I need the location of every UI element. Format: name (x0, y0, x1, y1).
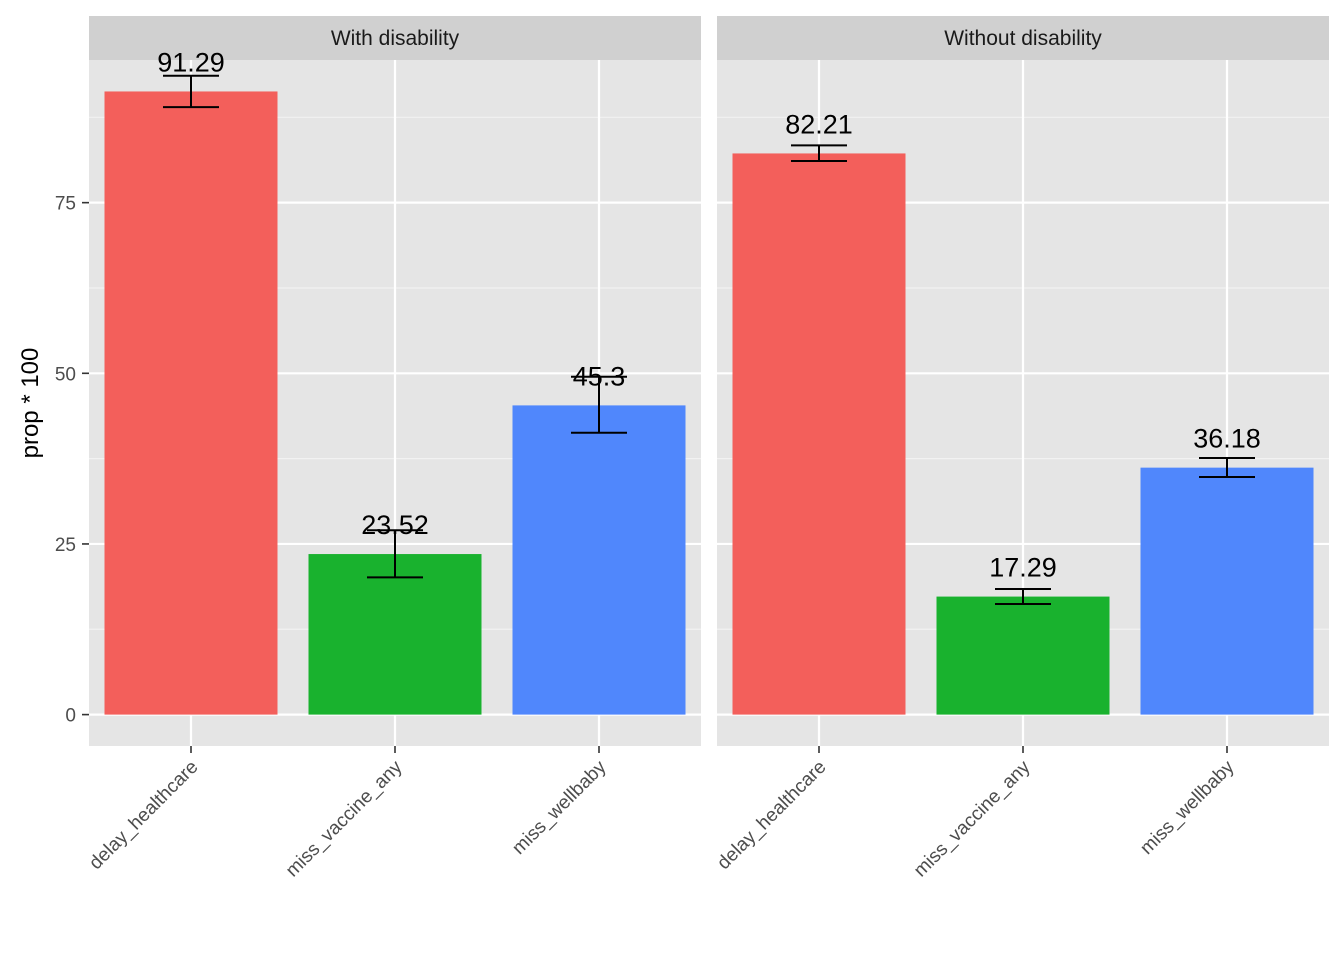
bar-miss_vaccine_any (308, 554, 482, 715)
x-tick-label: miss_wellbaby (508, 756, 611, 859)
x-tick-label: delay_healthcare (713, 757, 830, 874)
y-tick-label: 0 (65, 706, 76, 727)
facet-strip (717, 16, 1329, 60)
facet-panel-2: Without disability 82.21 delay_healthcare 1… (713, 16, 1329, 881)
data-label: 82.21 (785, 109, 853, 139)
bar-miss_wellbaby (512, 405, 686, 715)
bar-miss_wellbaby (1140, 467, 1314, 715)
x-tick-label: miss_vaccine_any (910, 756, 1035, 881)
x-tick-label: delay_healthcare (85, 757, 202, 874)
data-label: 36.18 (1193, 424, 1261, 454)
y-tick-label: 50 (55, 364, 76, 385)
x-tick-label: miss_vaccine_any (282, 756, 407, 881)
facet-panel-1: With disability 91.29 delay_healthcare 23.5… (85, 16, 701, 881)
data-label: 45.3 (573, 361, 626, 391)
data-label: 17.29 (989, 553, 1057, 583)
x-tick-label: miss_wellbaby (1136, 756, 1239, 859)
y-axis-title: prop * 100 (17, 348, 44, 459)
bar-miss_vaccine_any (936, 596, 1110, 715)
facet-strip-label: With disability (331, 27, 460, 50)
facet-strip (89, 16, 701, 60)
y-tick-label: 75 (55, 194, 76, 215)
y-tick-label: 25 (55, 535, 76, 556)
bar-delay_healthcare (104, 91, 278, 715)
facet-strip-label: Without disability (944, 27, 1102, 50)
data-label: 91.29 (157, 47, 225, 77)
data-label: 23.52 (361, 510, 429, 540)
bar-delay_healthcare (732, 153, 906, 715)
